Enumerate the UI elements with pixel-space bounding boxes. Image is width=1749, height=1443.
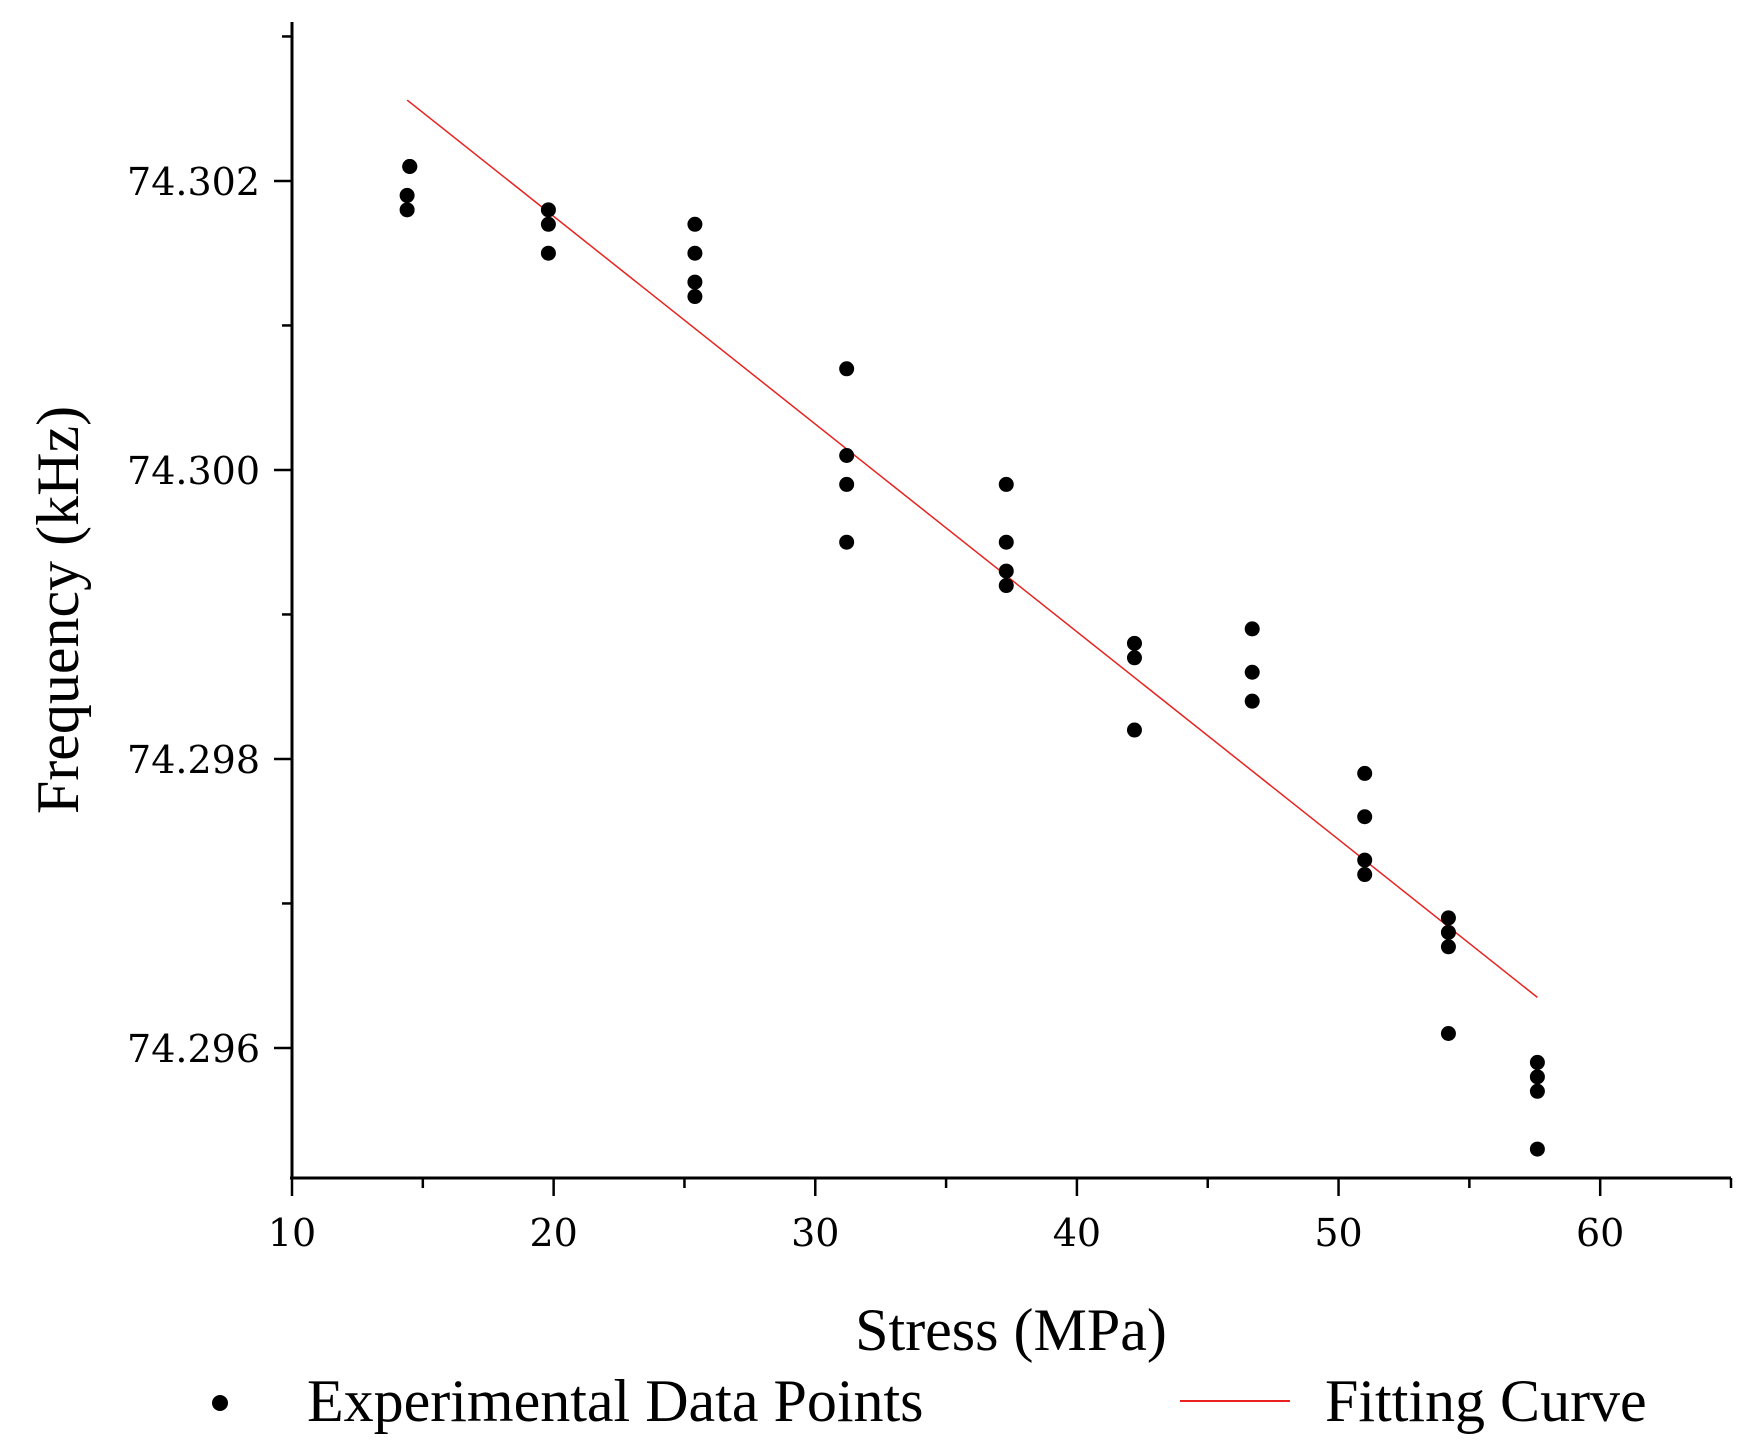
data-point (1127, 636, 1142, 651)
data-point (1245, 621, 1260, 636)
data-point (999, 477, 1014, 492)
x-ticks (292, 1178, 1731, 1196)
data-point (839, 448, 854, 463)
data-point (1530, 1069, 1545, 1084)
data-point (541, 217, 556, 232)
y-ticks (274, 36, 292, 1047)
y-tick-label: 74.300 (127, 449, 260, 493)
x-tick-label: 10 (268, 1211, 316, 1255)
y-tick-label: 74.302 (127, 160, 260, 204)
data-point (400, 188, 415, 203)
data-point (1441, 1026, 1456, 1041)
data-point (1441, 910, 1456, 925)
data-point (687, 217, 702, 232)
y-tick-label: 74.298 (127, 738, 260, 782)
y-tick-label: 74.296 (127, 1027, 260, 1071)
data-point (839, 535, 854, 550)
data-points-layer (400, 159, 1545, 1157)
data-point (999, 535, 1014, 550)
data-point (541, 246, 556, 261)
x-tick-label: 60 (1576, 1211, 1624, 1255)
legend-label-experimental: Experimental Data Points (307, 1368, 924, 1434)
chart: 10 20 30 40 50 60 74.296 74.298 74.300 74.302 St… (0, 0, 1749, 1443)
axes (290, 22, 1731, 1178)
data-point (541, 202, 556, 217)
data-point (1245, 694, 1260, 709)
data-point (687, 289, 702, 304)
data-point (1441, 925, 1456, 940)
x-tick-label: 40 (1053, 1211, 1101, 1255)
data-point (1357, 809, 1372, 824)
y-tick-labels: 74.296 74.298 74.300 74.302 (127, 160, 260, 1071)
data-point (1357, 766, 1372, 781)
data-point (1127, 723, 1142, 738)
x-tick-label: 50 (1314, 1211, 1362, 1255)
y-axis-title: Frequency (kHz) (25, 406, 91, 814)
data-point (1441, 939, 1456, 954)
data-point (1530, 1055, 1545, 1070)
data-point (1530, 1084, 1545, 1099)
legend: Experimental Data Points Fitting Curve (212, 1368, 1647, 1434)
x-axis-title: Stress (MPa) (855, 1297, 1167, 1363)
legend-marker-experimental (212, 1395, 228, 1411)
data-point (839, 361, 854, 376)
data-point (839, 477, 854, 492)
data-point (1127, 650, 1142, 665)
data-point (687, 246, 702, 261)
x-tick-label: 30 (791, 1211, 839, 1255)
data-point (1357, 867, 1372, 882)
data-point (999, 578, 1014, 593)
data-point (999, 564, 1014, 579)
x-tick-label: 20 (529, 1211, 577, 1255)
data-point (1245, 665, 1260, 680)
data-point (1357, 853, 1372, 868)
x-tick-labels: 10 20 30 40 50 60 (268, 1211, 1625, 1255)
legend-label-fitting: Fitting Curve (1325, 1368, 1647, 1434)
data-point (1530, 1142, 1545, 1157)
data-point (402, 159, 417, 174)
data-point (400, 202, 415, 217)
data-point (687, 275, 702, 290)
